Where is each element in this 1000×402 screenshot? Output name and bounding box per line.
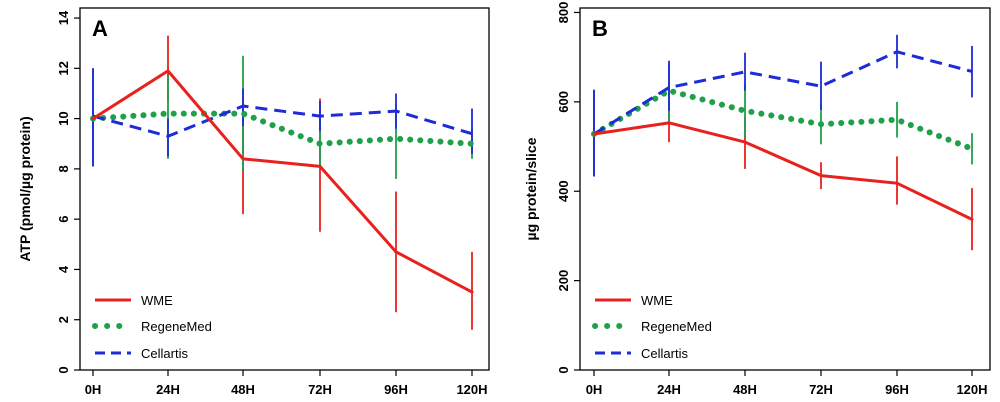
plot-frame: [79, 7, 490, 371]
x-tick-label: 96H: [384, 382, 408, 397]
plot-frame: [579, 7, 991, 371]
series-line-wme: [91, 69, 474, 294]
y-tick-label: 400: [556, 180, 571, 202]
x-tick-label: 24H: [156, 382, 180, 397]
x-tick-label: 96H: [885, 382, 909, 397]
legend-label-cellartis: Cellartis: [641, 346, 688, 361]
y-axis-title: µg protein/slice: [523, 137, 539, 240]
series-line-cellartis: [593, 50, 973, 136]
x-tick-label: 24H: [657, 382, 681, 397]
series-line-regenemed: [591, 87, 975, 152]
x-tick-label: 48H: [231, 382, 255, 397]
x-tick-label: 120H: [956, 382, 987, 397]
y-tick-label: 4: [56, 265, 71, 273]
y-axis-title: ATP (pmol/µg protein): [17, 116, 33, 261]
y-tick-label: 12: [56, 61, 71, 75]
y-tick-label: 6: [56, 216, 71, 223]
panel-label: A: [92, 16, 108, 41]
y-tick-label: 600: [556, 91, 571, 113]
panel-label: B: [592, 16, 608, 41]
legend-label-wme: WME: [641, 293, 673, 308]
x-tick-label: 0H: [85, 382, 102, 397]
y-tick-label: 800: [556, 2, 571, 24]
x-tick-label: 72H: [809, 382, 833, 397]
legend-label-regenemed: RegeneMed: [641, 319, 712, 334]
series-line-cellartis: [92, 104, 473, 138]
y-tick-label: 14: [56, 10, 71, 25]
x-tick-label: 120H: [456, 382, 487, 397]
legend-label-cellartis: Cellartis: [141, 346, 188, 361]
y-tick-label: 0: [56, 366, 71, 373]
series-line-regenemed: [90, 110, 475, 147]
chart-panel-b: 0 200 400 600 800 0H 24H 48H 72H 96H 120H µg protei…: [523, 2, 991, 397]
x-tick-label: 0H: [586, 382, 603, 397]
y-tick-label: 10: [56, 111, 71, 125]
y-tick-label: 2: [56, 316, 71, 323]
series-line-wme: [592, 121, 974, 221]
legend-label-wme: WME: [141, 293, 173, 308]
y-tick-label: 200: [556, 270, 571, 292]
x-tick-label: 72H: [308, 382, 332, 397]
legend-label-regenemed: RegeneMed: [141, 319, 212, 334]
y-tick-label: 8: [56, 165, 71, 172]
chart-panel-a: 0 2 4 6 8 10 12 14 0H 24H 48H 72H 96H 120H ATP (pmol/µ…: [17, 7, 490, 397]
x-tick-label: 48H: [733, 382, 757, 397]
y-tick-label: 0: [556, 366, 571, 373]
